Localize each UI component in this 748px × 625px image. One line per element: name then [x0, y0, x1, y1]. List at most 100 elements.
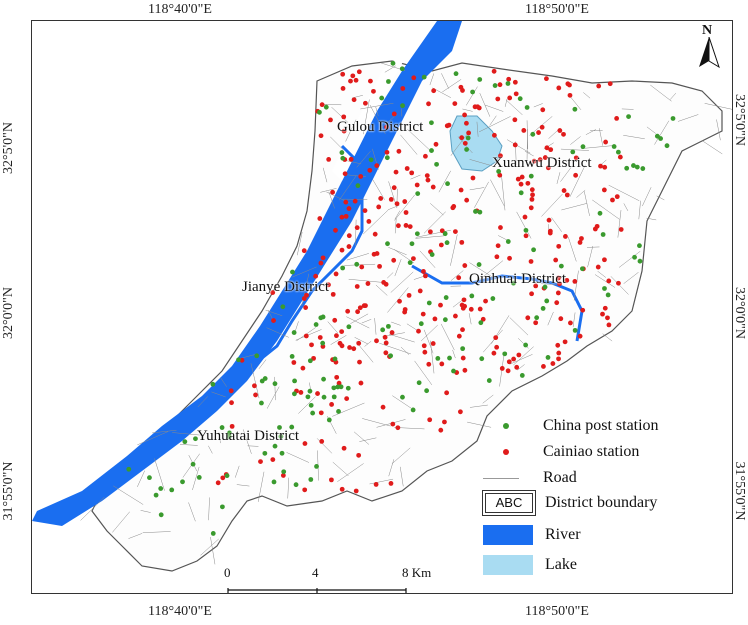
post-station-dot	[126, 466, 132, 472]
cainiao-station-dot	[491, 68, 497, 74]
cainiao-station-dot	[402, 199, 408, 204]
road-line-icon	[483, 477, 519, 479]
road-segment	[274, 376, 276, 401]
left-latitude-label-2: 32°0'0"N	[1, 287, 16, 339]
cainiao-station-dot	[544, 145, 550, 151]
cainiao-station-dot	[302, 441, 308, 446]
cainiao-station-dot	[462, 367, 468, 373]
lake	[449, 115, 503, 172]
road-segment	[353, 431, 370, 445]
post-station-dot	[502, 351, 508, 357]
post-station-dot	[400, 103, 405, 109]
cainiao-station-dot	[373, 482, 379, 487]
cainiao-station-dot	[542, 155, 548, 160]
cainiao-station-dot	[567, 82, 572, 88]
post-station-dot	[310, 410, 316, 416]
cainiao-station-dot	[252, 383, 257, 389]
cainiao-station-dot	[602, 257, 607, 263]
cainiao-station-dot	[329, 402, 335, 407]
cainiao-station-dot	[477, 306, 483, 312]
cainiao-station-dot	[344, 396, 350, 401]
road-segment	[218, 432, 221, 444]
cainiao-station-dot	[333, 227, 338, 233]
road-segment	[128, 533, 143, 539]
cainiao-station-dot	[384, 124, 390, 130]
cainiao-station-dot	[610, 197, 615, 203]
cainiao-station-dot	[383, 350, 389, 356]
post-station-dot	[335, 384, 341, 390]
cainiao-station-dot	[352, 198, 358, 204]
cainiao-station-dot	[598, 163, 603, 169]
cainiao-station-dot	[466, 130, 472, 136]
cainiao-station-dot	[346, 244, 352, 249]
road-segment	[258, 359, 267, 369]
cainiao-station-dot	[424, 173, 430, 179]
cainiao-station-dot	[361, 303, 367, 309]
cainiao-station-dot	[423, 273, 428, 279]
post-station-dot	[279, 450, 285, 456]
post-station-dot	[429, 148, 434, 153]
road-segment	[474, 181, 489, 208]
road-segment	[506, 139, 531, 154]
cainiao-station-dot	[362, 208, 368, 213]
cainiao-station-dot	[318, 410, 324, 416]
cainiao-station-dot	[607, 81, 613, 87]
cainiao-station-dot	[319, 438, 325, 444]
cainiao-station-dot	[475, 104, 480, 110]
cainiao-station-dot	[396, 148, 402, 154]
road-segment	[298, 396, 316, 414]
cainiao-station-dot	[365, 281, 371, 286]
road-segment	[391, 321, 401, 326]
cainiao-station-dot	[368, 78, 373, 84]
post-station-dot	[289, 424, 295, 430]
cainiao-station-dot	[367, 167, 373, 173]
road-segment	[137, 431, 169, 446]
road-segment	[441, 73, 449, 89]
cainiao-station-dot	[334, 333, 339, 339]
post-station-dot	[511, 280, 516, 286]
cainiao-station-dot	[462, 263, 468, 268]
post-station-dot	[271, 479, 277, 485]
cainiao-station-dot	[558, 316, 564, 322]
cainiao-station-dot	[381, 280, 387, 285]
road-segment	[265, 309, 283, 317]
post-station-dot	[558, 263, 564, 269]
post-station-dot	[654, 133, 660, 139]
cainiao-station-dot	[536, 130, 541, 135]
post-station-dot	[320, 340, 326, 346]
left-latitude-label-1: 32°5'0"N	[1, 122, 16, 174]
cainiao-station-dot	[390, 421, 396, 427]
cainiao-station-dot	[494, 344, 500, 350]
cainiao-station-dot	[606, 322, 612, 328]
road-segment	[220, 377, 227, 387]
cainiao-station-dot	[388, 196, 394, 202]
road-segment	[440, 323, 455, 351]
cainiao-station-dot	[442, 419, 447, 425]
cainiao-station-dot	[617, 154, 623, 160]
post-station-dot	[572, 327, 578, 333]
road-segment	[420, 324, 438, 342]
cainiao-station-dot	[300, 365, 306, 371]
post-station-dot	[321, 376, 326, 382]
cainiao-station-dot	[457, 409, 463, 415]
road-segment	[391, 447, 411, 465]
cainiao-station-dot	[602, 164, 608, 170]
road-segment	[208, 497, 210, 521]
cainiao-station-dot	[339, 329, 345, 335]
post-station-dot	[346, 324, 352, 330]
cainiao-station-dot	[456, 333, 462, 339]
road-segment	[266, 327, 289, 338]
cainiao-station-dot	[618, 227, 624, 232]
cainiao-station-dot	[374, 251, 380, 256]
cainiao-station-dot	[462, 140, 468, 146]
cainiao-station-dot	[614, 116, 620, 121]
post-station-dot	[626, 114, 631, 119]
cainiao-station-dot	[229, 400, 234, 406]
road-segment	[438, 170, 451, 193]
post-station-dot	[290, 269, 295, 275]
post-station-dot	[259, 400, 264, 406]
post-station-dot	[147, 475, 152, 481]
cainiao-station-dot	[491, 350, 497, 356]
cainiao-station-dot	[313, 273, 319, 279]
post-station-dot	[490, 296, 496, 301]
